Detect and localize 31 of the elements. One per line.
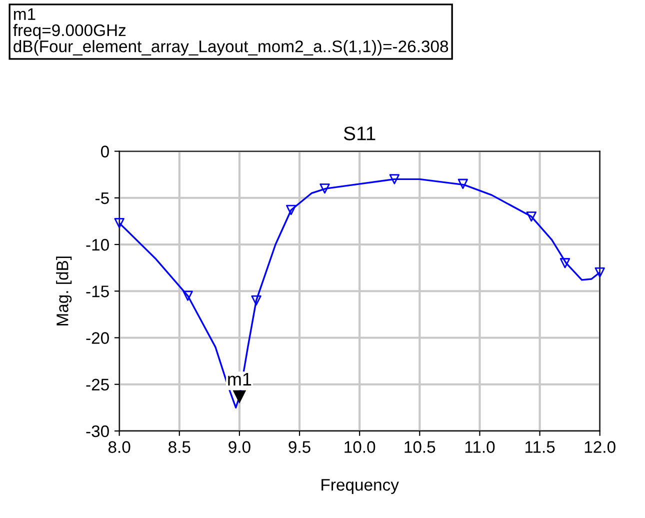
point	[594, 267, 605, 278]
x-tick-label: 11.0	[465, 441, 495, 453]
text: m1 freq=9.000GHz dB(Four_element_array_Layout_mom2_a..S(1,1))=-26.308	[13, 8, 448, 56]
point	[320, 183, 330, 194]
y-tick-label: -30	[86, 425, 109, 438]
x-axis-title: Frequency	[322, 479, 399, 494]
x-tick-label: 10.5	[404, 441, 436, 453]
x-tick-label: 10.0	[344, 441, 376, 453]
chart-title: S11	[344, 126, 376, 140]
point	[526, 211, 536, 222]
point	[458, 178, 468, 189]
x-tick-label: 9.5	[288, 441, 310, 453]
annotation: m1	[228, 373, 252, 386]
y-tick-label: -25	[86, 378, 109, 391]
point	[389, 174, 400, 184]
x-tick-label: 8.5	[168, 441, 190, 453]
x-tick-label: 12.0	[584, 441, 616, 453]
y-axis-title: Mag. [dB]	[56, 256, 72, 326]
y-tick-label: -10	[86, 238, 109, 251]
point	[114, 218, 124, 228]
x-tick-label: 8.0	[108, 441, 130, 453]
point	[286, 204, 296, 216]
x-tick-label: 11.5	[525, 441, 555, 453]
point	[560, 258, 570, 268]
y-tick-label: -15	[86, 286, 109, 298]
y-tick-label: -20	[86, 332, 109, 344]
point	[182, 290, 193, 301]
y-tick-label: -5	[96, 192, 109, 204]
point	[251, 295, 262, 306]
y-tick-label: 0	[100, 146, 109, 158]
x-tick-label: 9.0	[228, 441, 250, 453]
